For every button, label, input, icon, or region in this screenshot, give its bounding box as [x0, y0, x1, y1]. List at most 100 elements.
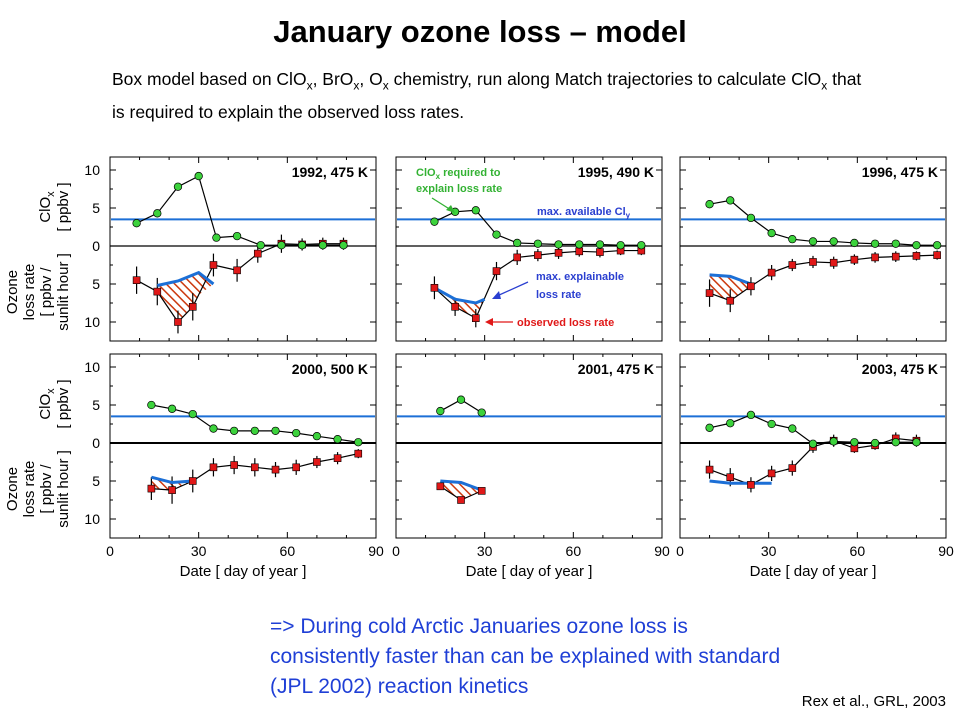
- model-loss-line: [440, 479, 483, 492]
- observed-marker: [188, 477, 197, 485]
- clox-marker: [808, 439, 818, 448]
- clox-marker: [575, 240, 584, 249]
- clox-marker: [767, 228, 776, 238]
- clox-marker: [339, 241, 348, 250]
- observed-marker: [871, 253, 879, 262]
- clox-marker: [616, 241, 625, 250]
- observed-marker: [933, 251, 941, 259]
- annotation-arrowhead: [485, 318, 493, 326]
- clox-line: [709, 414, 917, 445]
- annotation-max-explainable: max. explainable: [536, 271, 624, 283]
- x-tick-label: 60: [566, 543, 582, 559]
- clox-marker: [829, 437, 838, 446]
- clox-marker: [147, 400, 156, 410]
- clox-marker: [912, 438, 921, 447]
- ozone-axis-unit: [ ppbv /: [38, 267, 55, 317]
- clox-marker: [333, 435, 342, 444]
- clox-tick-label: 10: [84, 162, 100, 178]
- observed-marker: [147, 484, 156, 493]
- clox-marker: [354, 438, 363, 447]
- observed-marker: [596, 248, 604, 256]
- observed-marker: [333, 454, 342, 463]
- observed-marker: [436, 482, 445, 491]
- ozone-axis-label: Ozone: [4, 270, 21, 314]
- clox-marker: [194, 171, 203, 181]
- panel-frame: [679, 353, 947, 539]
- observed-marker: [153, 287, 162, 296]
- panel-frame: [109, 353, 377, 539]
- panel-frame: [395, 353, 663, 539]
- observed-marker: [251, 463, 259, 472]
- observed-marker: [726, 473, 735, 482]
- clox-marker: [250, 426, 259, 435]
- page-title: January ozone loss – model: [273, 14, 687, 49]
- clox-marker: [808, 237, 818, 246]
- x-tick-label: 30: [761, 543, 777, 559]
- clox-marker: [277, 241, 286, 250]
- ozone-axis-unit: sunlit hour ]: [55, 253, 72, 331]
- clox-marker: [850, 238, 859, 248]
- observed-marker: [705, 465, 714, 474]
- ozone-axis-unit: sunlit hour ]: [55, 450, 72, 528]
- observed-marker: [829, 258, 838, 267]
- clox-marker: [595, 240, 605, 249]
- clox-marker: [312, 432, 322, 441]
- x-tick-label: 30: [477, 543, 493, 559]
- clox-marker: [492, 230, 501, 239]
- observed-marker: [747, 282, 755, 291]
- observed-marker: [788, 261, 797, 269]
- clox-marker: [554, 240, 563, 249]
- clox-line: [151, 404, 359, 443]
- clox-marker: [436, 406, 445, 416]
- observed-marker: [809, 258, 817, 266]
- observed-marker: [767, 469, 776, 478]
- clox-marker: [726, 196, 735, 205]
- x-axis-label: Date [ day of year ]: [466, 563, 593, 580]
- panel-ticks: [109, 157, 377, 341]
- clox-tick-label: 5: [92, 200, 100, 216]
- ozone-axis-label: loss rate: [21, 461, 38, 518]
- clox-marker: [746, 213, 756, 223]
- loss-tick-label: 5: [92, 276, 100, 292]
- panel-frame: [109, 156, 377, 342]
- panel-label: 1995, 490 K: [578, 164, 654, 180]
- clox-marker: [209, 424, 218, 433]
- annotation-clox-required: explain loss rate: [416, 183, 502, 195]
- observed-marker: [174, 318, 182, 326]
- clox-marker: [637, 241, 646, 250]
- observed-line: [709, 254, 938, 302]
- observed-marker: [430, 283, 439, 292]
- observed-marker: [209, 261, 218, 269]
- clox-marker: [173, 182, 183, 191]
- panel-1: 1992, 475 K 10 5 0 5 10: [84, 156, 377, 342]
- clox-marker: [746, 410, 756, 420]
- loss-tick-label: 10: [84, 511, 100, 527]
- clox-axis-unit: [ ppbv ]: [55, 379, 72, 428]
- panel-ticks: [109, 354, 377, 538]
- clox-marker: [912, 241, 921, 250]
- clox-tick-label: 10: [84, 359, 100, 375]
- clox-line: [709, 199, 938, 246]
- x-axis-label: Date [ day of year ]: [750, 563, 877, 580]
- clox-marker: [167, 404, 177, 413]
- clox-tick-label: 0: [92, 435, 100, 451]
- clox-marker: [318, 241, 327, 250]
- observed-marker: [313, 458, 321, 466]
- clox-axis-label: ClOx: [37, 191, 57, 223]
- x-tick-label: 0: [676, 543, 684, 559]
- ozone-axis-label: loss rate: [21, 264, 38, 321]
- panel-4: 2000, 500 K 10 5 0 5 10 0 30 60 90 Date [ day of y…: [84, 353, 384, 580]
- annotation-arrow: [496, 281, 529, 297]
- annotation-observed: observed loss rate: [517, 317, 614, 329]
- observed-marker: [767, 268, 776, 277]
- annotation-clox-required: ClOx required to: [416, 167, 501, 181]
- conclusion-text: => During cold Arctic Januaries ozone lo…: [270, 615, 781, 698]
- x-tick-label: 0: [106, 543, 114, 559]
- clox-marker: [533, 239, 543, 248]
- loss-tick-label: 10: [84, 314, 100, 330]
- x-tick-label: 90: [368, 543, 384, 559]
- observed-marker: [788, 464, 797, 472]
- clox-marker: [870, 239, 880, 248]
- panel-label: 2001, 475 K: [578, 361, 654, 377]
- ozone-axis-label: Ozone: [4, 467, 21, 511]
